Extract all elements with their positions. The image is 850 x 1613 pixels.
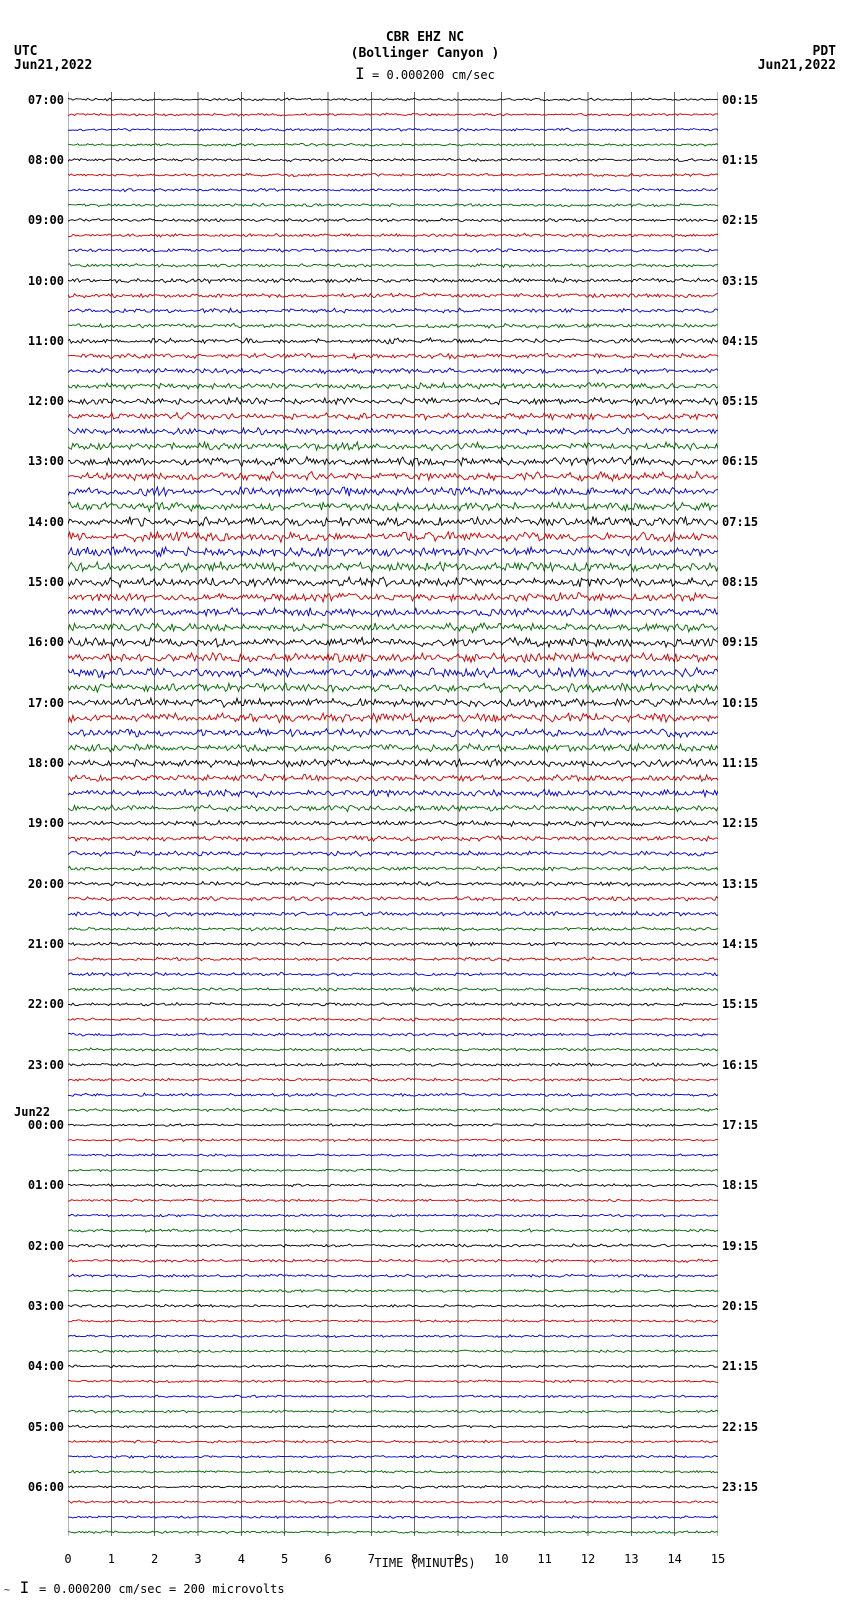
pdt-hour-label: 01:15 bbox=[722, 153, 758, 167]
pdt-hour-label: 06:15 bbox=[722, 454, 758, 468]
utc-hour-label: 13:00 bbox=[14, 454, 64, 468]
utc-hour-label: 18:00 bbox=[14, 756, 64, 770]
pdt-hour-label: 19:15 bbox=[722, 1239, 758, 1253]
pdt-hour-label: 11:15 bbox=[722, 756, 758, 770]
pdt-hour-label: 14:15 bbox=[722, 937, 758, 951]
utc-hour-label: 16:00 bbox=[14, 635, 64, 649]
utc-hour-label: 19:00 bbox=[14, 816, 64, 830]
pdt-hour-label: 08:15 bbox=[722, 575, 758, 589]
utc-hour-label: 04:00 bbox=[14, 1359, 64, 1373]
x-tick-label: 6 bbox=[324, 1552, 331, 1566]
utc-hour-label: 05:00 bbox=[14, 1420, 64, 1434]
pdt-hour-label: 03:15 bbox=[722, 274, 758, 288]
utc-hour-label: 23:00 bbox=[14, 1058, 64, 1072]
pdt-hour-label: 16:15 bbox=[722, 1058, 758, 1072]
x-tick-label: 13 bbox=[624, 1552, 638, 1566]
date-marker: Jun22 bbox=[14, 1105, 50, 1119]
pdt-hour-label: 05:15 bbox=[722, 394, 758, 408]
utc-hour-label: 11:00 bbox=[14, 334, 64, 348]
utc-hour-label: 22:00 bbox=[14, 997, 64, 1011]
utc-hour-label: 06:00 bbox=[14, 1480, 64, 1494]
utc-hour-label: 03:00 bbox=[14, 1299, 64, 1313]
x-tick-label: 12 bbox=[581, 1552, 595, 1566]
utc-hour-label: 10:00 bbox=[14, 274, 64, 288]
pdt-hour-label: 22:15 bbox=[722, 1420, 758, 1434]
x-tick-label: 3 bbox=[194, 1552, 201, 1566]
x-tick-label: 1 bbox=[108, 1552, 115, 1566]
x-tick-label: 11 bbox=[537, 1552, 551, 1566]
pdt-hour-label: 02:15 bbox=[722, 213, 758, 227]
pdt-hour-label: 13:15 bbox=[722, 877, 758, 891]
pdt-hour-label: 21:15 bbox=[722, 1359, 758, 1373]
utc-hour-label: 09:00 bbox=[14, 213, 64, 227]
x-tick-label: 0 bbox=[64, 1552, 71, 1566]
timezone-left: UTC bbox=[14, 44, 37, 59]
utc-hour-label: 15:00 bbox=[14, 575, 64, 589]
date-right: Jun21,2022 bbox=[758, 58, 836, 73]
pdt-hour-label: 07:15 bbox=[722, 515, 758, 529]
pdt-hour-label: 00:15 bbox=[722, 93, 758, 107]
utc-hour-label: 08:00 bbox=[14, 153, 64, 167]
seismogram-container: CBR EHZ NC (Bollinger Canyon ) I = 0.000… bbox=[0, 0, 850, 1613]
timezone-right: PDT bbox=[813, 44, 836, 59]
pdt-hour-label: 15:15 bbox=[722, 997, 758, 1011]
station-location: (Bollinger Canyon ) bbox=[0, 46, 850, 61]
x-tick-label: 15 bbox=[711, 1552, 725, 1566]
utc-hour-label: 21:00 bbox=[14, 937, 64, 951]
utc-hour-label: 02:00 bbox=[14, 1239, 64, 1253]
x-tick-label: 4 bbox=[238, 1552, 245, 1566]
scale-text: = 0.000200 cm/sec bbox=[372, 68, 495, 82]
seismogram-plot bbox=[68, 88, 718, 1536]
station-code: CBR EHZ NC bbox=[0, 30, 850, 45]
pdt-hour-label: 10:15 bbox=[722, 696, 758, 710]
utc-hour-label: 20:00 bbox=[14, 877, 64, 891]
pdt-hour-label: 18:15 bbox=[722, 1178, 758, 1192]
x-tick-label: 7 bbox=[368, 1552, 375, 1566]
utc-hour-label: 00:00 bbox=[14, 1118, 64, 1132]
pdt-hour-label: 04:15 bbox=[722, 334, 758, 348]
footer-scale: ~ I = 0.000200 cm/sec = 200 microvolts bbox=[4, 1578, 285, 1597]
x-tick-label: 10 bbox=[494, 1552, 508, 1566]
utc-hour-label: 07:00 bbox=[14, 93, 64, 107]
pdt-hour-label: 20:15 bbox=[722, 1299, 758, 1313]
x-tick-label: 2 bbox=[151, 1552, 158, 1566]
date-left: Jun21,2022 bbox=[14, 58, 92, 73]
utc-hour-label: 12:00 bbox=[14, 394, 64, 408]
x-tick-label: 9 bbox=[454, 1552, 461, 1566]
x-tick-label: 8 bbox=[411, 1552, 418, 1566]
x-tick-label: 5 bbox=[281, 1552, 288, 1566]
pdt-hour-label: 23:15 bbox=[722, 1480, 758, 1494]
x-tick-label: 14 bbox=[667, 1552, 681, 1566]
pdt-hour-label: 17:15 bbox=[722, 1118, 758, 1132]
utc-hour-label: 14:00 bbox=[14, 515, 64, 529]
utc-hour-label: 17:00 bbox=[14, 696, 64, 710]
scale-indicator: I = 0.000200 cm/sec bbox=[0, 64, 850, 83]
pdt-hour-label: 09:15 bbox=[722, 635, 758, 649]
utc-hour-label: 01:00 bbox=[14, 1178, 64, 1192]
footer-text: = 0.000200 cm/sec = 200 microvolts bbox=[39, 1582, 285, 1596]
pdt-hour-label: 12:15 bbox=[722, 816, 758, 830]
